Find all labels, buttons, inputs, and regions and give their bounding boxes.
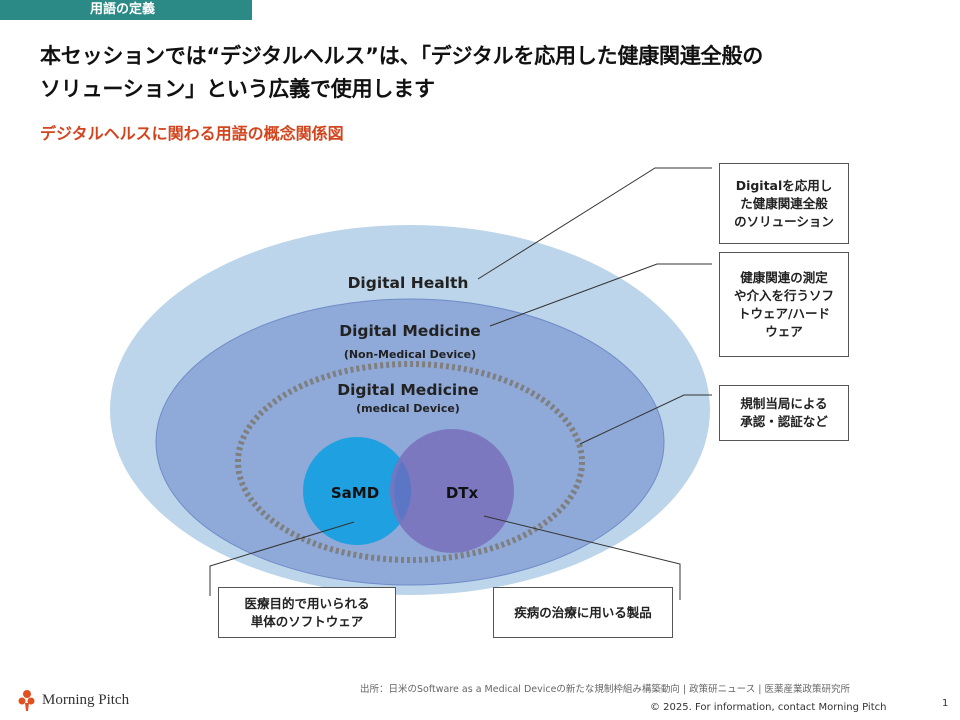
digital-medicine-ellipse bbox=[155, 298, 665, 586]
samd-dtx-overlap bbox=[394, 461, 412, 521]
dtx-circle bbox=[390, 429, 514, 553]
page-title-line-1: 本セッションでは“デジタルヘルス”は、「デジタルを応用した健康関連全般の bbox=[40, 44, 764, 68]
digital-medicine-device-label: Digital Medicine bbox=[337, 381, 479, 399]
leader-digital-health bbox=[477, 167, 712, 280]
digital-medicine-label: Digital Medicine bbox=[339, 322, 481, 340]
diagram-title: デジタルヘルスに関わる用語の概念関係図 bbox=[40, 124, 344, 143]
page-number: 1 bbox=[942, 698, 949, 709]
callout-non-medical: 健康関連の測定 や介入を行うソフ トウェア/ハード ウェア bbox=[719, 252, 849, 357]
page-title-line-2: ソリューション」という広義で使用します bbox=[40, 77, 435, 101]
copyright: © 2025. For information, contact Morning… bbox=[650, 702, 887, 713]
leader-samd bbox=[209, 521, 355, 596]
brand-name: Morning Pitch bbox=[42, 691, 130, 708]
medical-device-label: (medical Device) bbox=[356, 402, 460, 415]
callout-medical-device: 規制当局による 承認・認証など bbox=[719, 385, 849, 441]
leader-medical-device bbox=[579, 394, 712, 445]
section-tab: 用語の定義 bbox=[0, 0, 252, 20]
leader-non-medical bbox=[489, 263, 712, 327]
footer-brand: Morning Pitch bbox=[18, 688, 129, 712]
callout-samd: 医療目的で用いられる 単体のソフトウェア bbox=[218, 587, 396, 638]
source-citation: 出所：日米のSoftware as a Medical Deviceの新たな規制… bbox=[360, 684, 850, 695]
non-medical-device-label: (Non-Medical Device) bbox=[344, 348, 476, 361]
morning-pitch-logo-icon bbox=[18, 690, 35, 711]
callout-dtx: 疾病の治療に用いる製品 bbox=[493, 587, 673, 638]
samd-circle bbox=[303, 437, 411, 545]
page-title: 本セッションでは“デジタルヘルス”は、「デジタルを応用した健康関連全般の ソリュ… bbox=[40, 40, 920, 106]
medical-device-ellipse bbox=[235, 361, 585, 563]
digital-health-label: Digital Health bbox=[348, 274, 469, 292]
dtx-label: DTx bbox=[446, 484, 479, 502]
leader-dtx bbox=[483, 515, 681, 600]
samd-label: SaMD bbox=[331, 484, 379, 502]
callout-digital-health: Digitalを応用し た健康関連全般 のソリューション bbox=[719, 163, 849, 244]
